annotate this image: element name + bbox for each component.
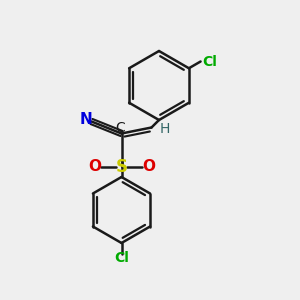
Text: Cl: Cl [202,55,217,68]
Text: O: O [142,159,155,174]
Text: O: O [88,159,101,174]
Text: C: C [115,121,125,135]
Text: Cl: Cl [114,251,129,265]
Text: N: N [80,112,92,127]
Text: S: S [116,158,128,175]
Text: H: H [160,122,170,136]
